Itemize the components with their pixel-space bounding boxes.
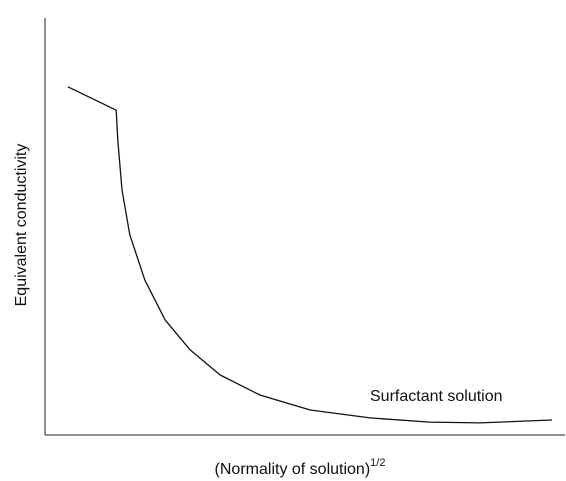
x-axis-label: (Normality of solution)1/2 bbox=[215, 457, 386, 478]
line-series bbox=[67, 86, 553, 424]
annotation: Surfactant solution bbox=[370, 388, 503, 405]
x-axis-label-text: (Normality of solution) bbox=[215, 461, 371, 478]
x-axis-label-superscript: 1/2 bbox=[370, 457, 385, 469]
y-axis-label: Equivalent conductivity bbox=[13, 144, 30, 307]
